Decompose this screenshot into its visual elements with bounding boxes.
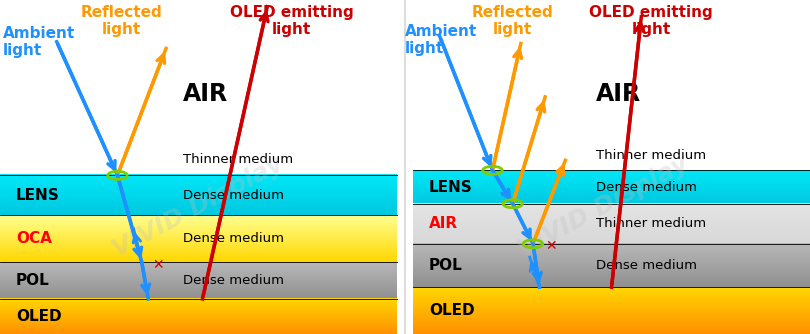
Text: AIR: AIR [182, 81, 228, 106]
Text: Thinner medium: Thinner medium [595, 217, 706, 230]
Text: Dense medium: Dense medium [182, 274, 284, 287]
Text: LENS: LENS [16, 188, 60, 203]
Text: Ambient
light: Ambient light [405, 24, 477, 56]
Text: Dense medium: Dense medium [182, 189, 284, 202]
Text: Thinner medium: Thinner medium [595, 149, 706, 162]
Text: ✕: ✕ [152, 258, 164, 272]
Text: Dense medium: Dense medium [595, 259, 697, 272]
Text: POL: POL [16, 273, 49, 288]
Text: Dense medium: Dense medium [182, 232, 284, 245]
Text: OCA: OCA [16, 231, 52, 246]
Text: Reflected
light: Reflected light [471, 5, 553, 37]
Text: OLED emitting
light: OLED emitting light [590, 5, 713, 37]
Text: ✕: ✕ [545, 239, 556, 254]
Text: OLED emitting
light: OLED emitting light [230, 5, 353, 37]
Text: OLED: OLED [16, 309, 62, 324]
Text: AIR: AIR [429, 216, 458, 231]
Text: VIVID Display: VIVID Display [514, 152, 693, 262]
Text: OLED: OLED [429, 303, 475, 318]
Text: AIR: AIR [595, 81, 641, 106]
Text: Thinner medium: Thinner medium [182, 153, 292, 166]
Text: VIVID Display: VIVID Display [109, 152, 288, 262]
Text: Reflected
light: Reflected light [81, 5, 162, 37]
Text: Ambient
light: Ambient light [3, 25, 75, 58]
Text: Dense medium: Dense medium [595, 181, 697, 193]
Text: LENS: LENS [429, 180, 473, 194]
Text: POL: POL [429, 258, 463, 273]
